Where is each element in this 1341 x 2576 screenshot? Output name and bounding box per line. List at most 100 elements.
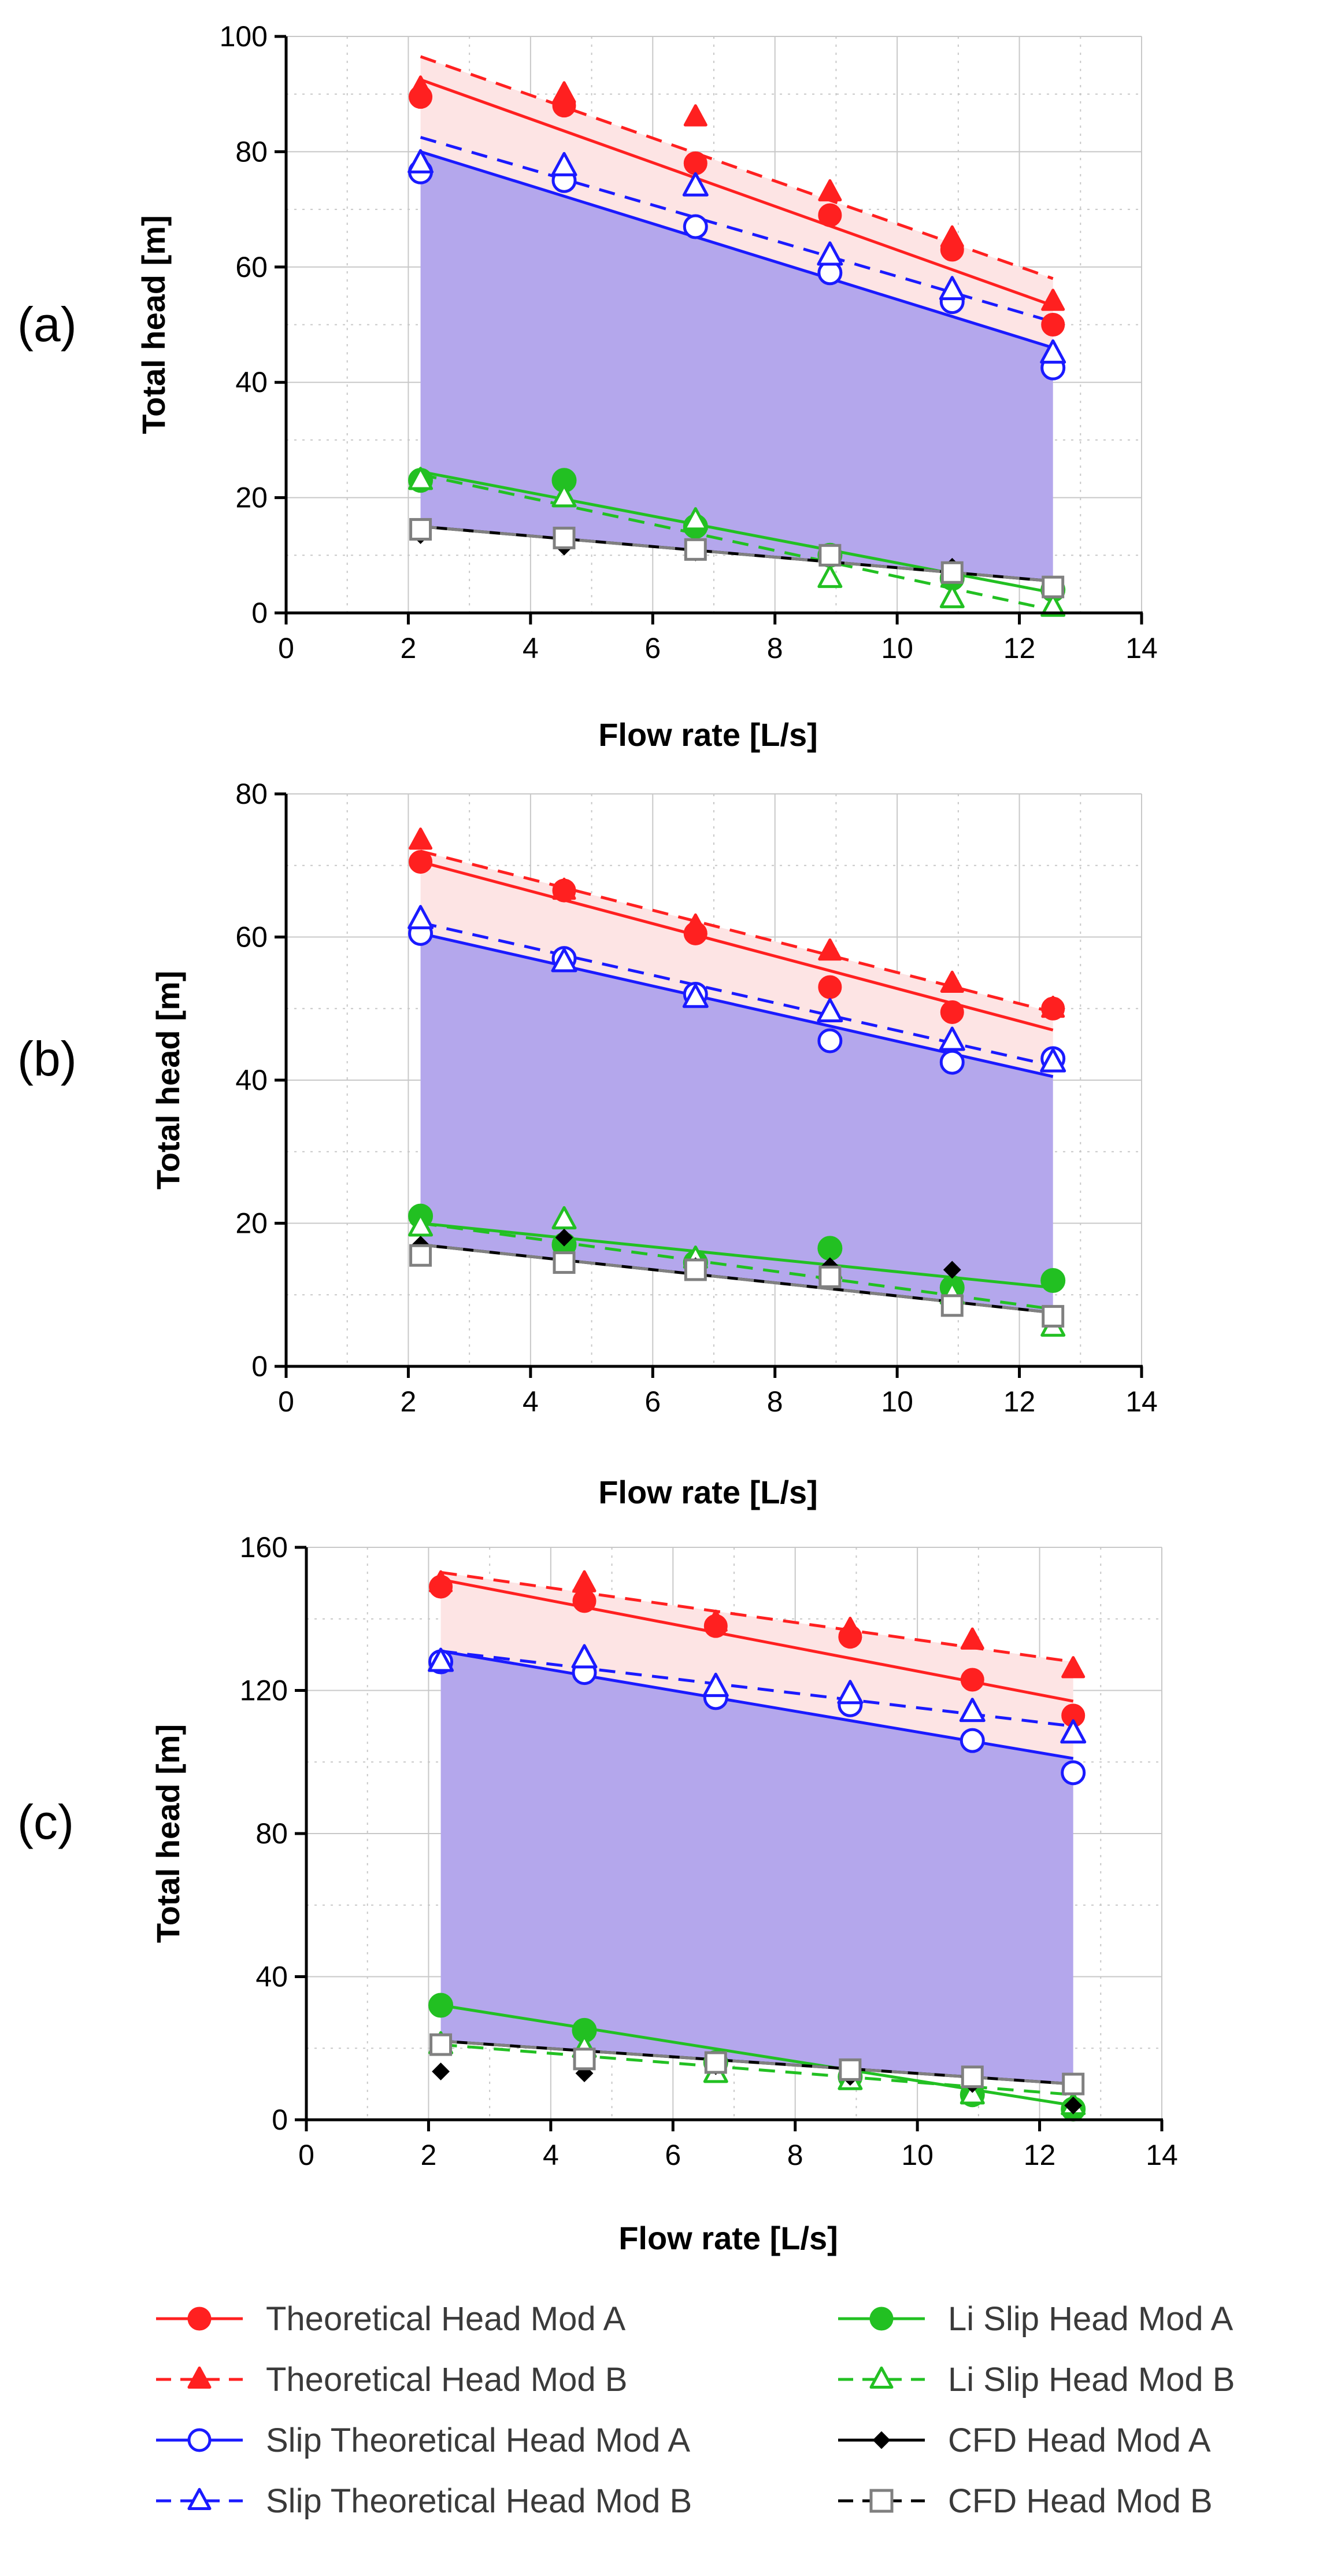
x-tick-label: 8 [787, 2139, 803, 2171]
series-theoretical-head-mod-b [429, 1570, 1086, 1679]
data-point [683, 214, 708, 239]
data-point [683, 913, 707, 936]
data-point [571, 1644, 598, 1669]
data-point [1041, 289, 1065, 311]
y-tick-label: 80 [235, 135, 268, 168]
data-point [429, 2033, 453, 2056]
x-tick-label: 12 [1024, 2139, 1056, 2171]
series-slip-theoretical-head-mod-b [408, 905, 1066, 1073]
chart-panel-1: 0 2 4 6 8 10 12 14 0 20 40 60 80 100 Flow rate [L/s] To… [17, 20, 1158, 753]
data-point [837, 1680, 864, 1705]
x-tick-label: 10 [881, 1385, 913, 1418]
data-point [683, 507, 708, 531]
data-point [960, 1627, 984, 1650]
data-point [961, 2065, 984, 2089]
legend-label: Theoretical Head Mod B [266, 2361, 627, 2398]
data-point [551, 948, 577, 973]
x-tick-label: 14 [1146, 2139, 1178, 2171]
data-point [682, 984, 709, 1008]
x-tick-label: 6 [644, 1385, 661, 1418]
x-tick-label: 8 [767, 1385, 783, 1418]
y-tick-label: 40 [235, 366, 268, 398]
fit-line-slip-theoretical-head-mod-a [420, 150, 1054, 349]
chart-panel-2: 0 2 4 6 8 10 12 14 0 20 40 60 80 Flow rate [L/s] Total… [17, 778, 1158, 1510]
data-point [940, 1294, 964, 1317]
legend-marker [187, 2488, 212, 2510]
series-cfd-head-mod-b [409, 1244, 1065, 1328]
upper-band [420, 851, 1053, 1077]
data-point [684, 1258, 707, 1281]
data-point [1040, 1048, 1066, 1073]
data-point [408, 1213, 434, 1237]
y-tick-label: 20 [235, 482, 268, 514]
legend-item-cfd-head-mod-a: CFD Head Mod A [838, 2422, 1211, 2459]
x-axis-title: Flow rate [L/s] [598, 1474, 818, 1510]
x-tick-label: 8 [767, 632, 783, 664]
data-point [940, 561, 964, 584]
data-point [573, 2048, 596, 2071]
data-point [1061, 1760, 1086, 1786]
legend-label: CFD Head Mod A [948, 2422, 1211, 2459]
data-point [1040, 593, 1066, 617]
x-tick-label: 0 [278, 1385, 294, 1418]
y-tick-label: 0 [251, 597, 268, 629]
data-point [1062, 2072, 1085, 2095]
data-point [839, 2058, 862, 2081]
x-tick-label: 4 [523, 1385, 539, 1418]
y-tick-label: 80 [255, 1817, 288, 1850]
data-point [572, 1589, 597, 1613]
y-tick-label: 160 [240, 1531, 288, 1564]
data-point [572, 1570, 597, 1592]
data-point [409, 1244, 432, 1267]
data-point [818, 179, 842, 202]
data-point [818, 203, 842, 227]
data-point [1041, 313, 1065, 337]
data-point [551, 1206, 577, 1230]
data-point [553, 526, 576, 549]
y-tick-label: 80 [235, 778, 268, 810]
data-point [940, 225, 964, 247]
data-point [838, 1617, 862, 1639]
data-point [1042, 575, 1065, 598]
data-point [1061, 1656, 1086, 1679]
legend-item-theoretical-head-mod-a: Theoretical Head Mod A [156, 2300, 626, 2338]
data-point [818, 975, 842, 999]
y-tick-label: 60 [235, 921, 268, 953]
legend-marker [187, 2307, 212, 2331]
y-axis-title: Total head [m] [135, 215, 172, 434]
data-point [959, 1698, 986, 1723]
series-slip-theoretical-head-mod-b [428, 1644, 1087, 1744]
data-point [702, 1672, 729, 1697]
data-point [960, 1668, 984, 1692]
x-tick-label: 2 [401, 632, 417, 664]
x-tick-label: 14 [1125, 632, 1158, 664]
x-tick-label: 6 [644, 632, 661, 664]
legend-item-theoretical-head-mod-b: Theoretical Head Mod B [156, 2361, 627, 2398]
panel-label: (c) [17, 1795, 74, 1849]
legend-label: Li Slip Head Mod B [948, 2361, 1235, 2398]
legend-label: Slip Theoretical Head Mod B [266, 2482, 692, 2520]
data-point [1064, 2096, 1083, 2115]
data-point [940, 1000, 964, 1024]
series-theoretical-head-mod-b [409, 75, 1065, 311]
fit-line-theoretical-head-mod-a [420, 78, 1054, 307]
data-point [409, 518, 432, 541]
data-point [817, 997, 843, 1022]
legend-marker [187, 2366, 212, 2389]
x-tick-label: 14 [1125, 1385, 1158, 1418]
data-point [1060, 1719, 1087, 1744]
legend-marker [869, 2489, 894, 2513]
x-tick-label: 4 [523, 632, 539, 664]
y-axis-title: Total head [m] [150, 971, 186, 1190]
data-point [551, 484, 577, 508]
fit-line-slip-theoretical-head-mod-b [420, 136, 1054, 323]
x-tick-label: 6 [665, 2139, 681, 2171]
x-tick-label: 2 [421, 2139, 437, 2171]
series-cfd-head-mod-b [409, 518, 1065, 598]
series-theoretical-head-mod-b [409, 827, 1065, 1018]
panel-label: (b) [17, 1032, 77, 1086]
data-point [555, 1228, 573, 1247]
data-point [428, 1647, 454, 1672]
